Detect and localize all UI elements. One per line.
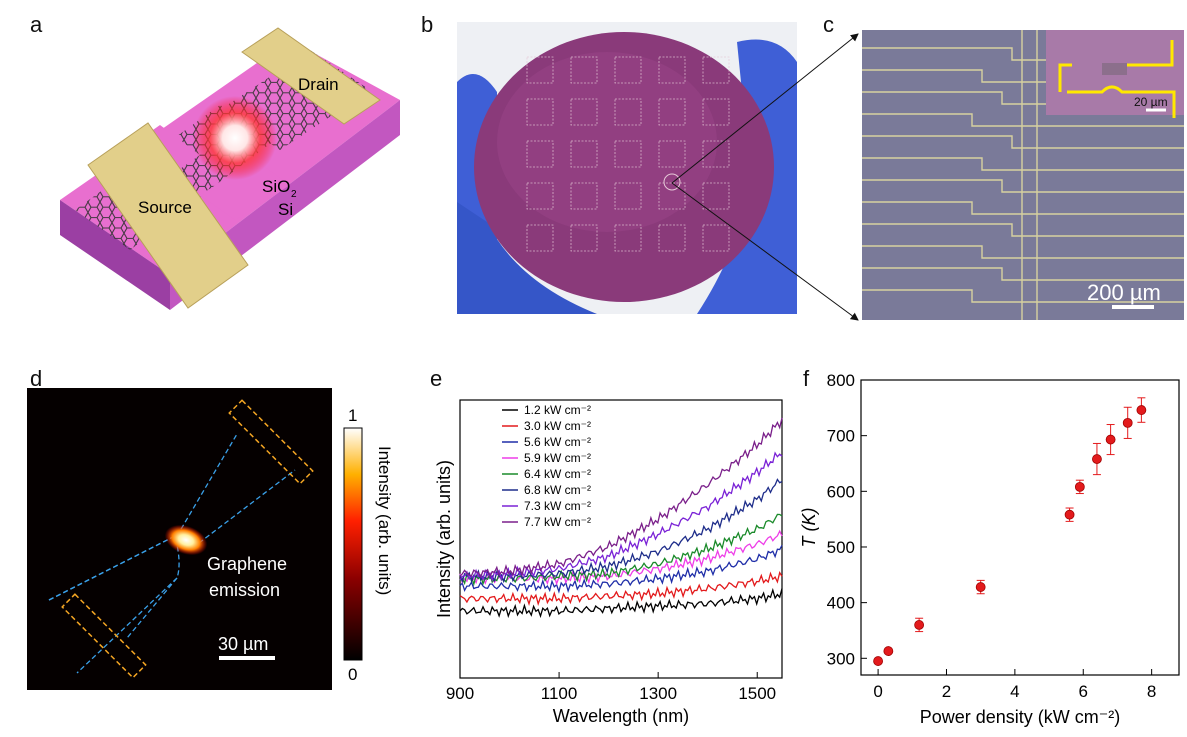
data-point — [883, 646, 894, 656]
panel-letter-d: d — [30, 366, 43, 391]
x-tick-label: 900 — [446, 684, 474, 703]
spectrum-line — [459, 544, 783, 594]
data-point — [1122, 417, 1133, 428]
emission-map: Graphene emission 30 µm 1 0 Intensity (a… — [27, 388, 394, 690]
x-tick-label: 1100 — [541, 684, 578, 703]
device-schematic: Drain Source SiO 2 Si — [60, 27, 400, 310]
spectrum-line — [459, 417, 783, 579]
x-tick-label: 8 — [1147, 682, 1156, 701]
sio2-label: SiO — [262, 177, 290, 196]
colorbar-axis-label: Intensity (arb. units) — [375, 446, 394, 595]
sio2-subscript: 2 — [291, 189, 297, 200]
y-tick-label: 300 — [827, 649, 855, 668]
colorbar — [343, 427, 363, 661]
data-point — [1105, 434, 1116, 445]
x-axis-label: Wavelength (nm) — [553, 706, 689, 726]
legend-entry: 5.6 kW cm⁻² — [524, 435, 591, 449]
emission-annotation-line1: Graphene — [207, 554, 287, 574]
si-label: Si — [278, 200, 293, 219]
panel-letter-a: a — [30, 12, 43, 37]
map-scale-label: 30 µm — [218, 634, 268, 654]
x-tick-label: 1500 — [738, 684, 776, 703]
data-point — [873, 656, 883, 666]
x-tick-label: 6 — [1079, 682, 1088, 701]
spectrum-line — [459, 571, 783, 606]
legend-entry: 6.4 kW cm⁻² — [524, 467, 591, 481]
y-tick-label: 600 — [827, 482, 855, 501]
panel-letter-e: e — [430, 366, 443, 391]
legend-entry: 7.7 kW cm⁻² — [524, 515, 591, 529]
inset-scale-label: 20 µm — [1134, 95, 1168, 109]
main-scale-label: 200 µm — [1087, 280, 1161, 305]
panel-letter-f: f — [803, 366, 810, 391]
data-point — [1092, 454, 1102, 464]
microscope-image: 20 µm 200 µm — [862, 30, 1184, 320]
y-axis-label: T (K) — [799, 508, 819, 548]
data-point — [1136, 405, 1147, 415]
plot-frame — [860, 379, 1180, 676]
panel-letter-c: c — [823, 12, 834, 37]
spectrum-line — [459, 587, 783, 619]
legend-entry: 7.3 kW cm⁻² — [524, 499, 591, 513]
panel-letter-b: b — [421, 12, 434, 37]
data-point — [1064, 509, 1075, 520]
wafer-photo — [457, 22, 797, 314]
colorbar-max-label: 1 — [348, 406, 357, 425]
y-tick-label: 700 — [827, 427, 855, 446]
emission-annotation-line2: emission — [209, 580, 280, 600]
spectra-chart: 900 1100 1300 1500 Wavelength (nm) Intensity … — [434, 399, 783, 726]
data-point — [975, 582, 986, 592]
x-tick-label: 4 — [1010, 682, 1019, 701]
drain-label: Drain — [298, 75, 339, 94]
legend-entry: 3.0 kW cm⁻² — [524, 419, 591, 433]
plot-frame — [459, 399, 783, 679]
x-tick-label: 2 — [942, 682, 951, 701]
spectrum-line — [459, 451, 783, 583]
y-axis-label: Intensity (arb. units) — [434, 460, 454, 618]
legend-entry: 1.2 kW cm⁻² — [524, 403, 591, 417]
y-tick-label: 800 — [827, 371, 855, 390]
data-point — [914, 620, 925, 630]
y-tick-label: 500 — [827, 538, 855, 557]
data-point — [1074, 481, 1085, 492]
colorbar-min-label: 0 — [348, 665, 357, 684]
legend-entry: 6.8 kW cm⁻² — [524, 483, 591, 497]
spectrum-line — [459, 478, 783, 584]
legend-entry: 5.9 kW cm⁻² — [524, 451, 591, 465]
y-tick-label: 400 — [827, 594, 855, 613]
temperature-chart: 300 400 500 600 700 800 0 2 4 6 8 Power density (kW… — [799, 371, 1180, 727]
x-axis-label: Power density (kW cm⁻²) — [920, 707, 1121, 727]
x-tick-label: 0 — [873, 682, 882, 701]
source-label: Source — [138, 198, 192, 217]
x-tick-label: 1300 — [639, 684, 677, 703]
